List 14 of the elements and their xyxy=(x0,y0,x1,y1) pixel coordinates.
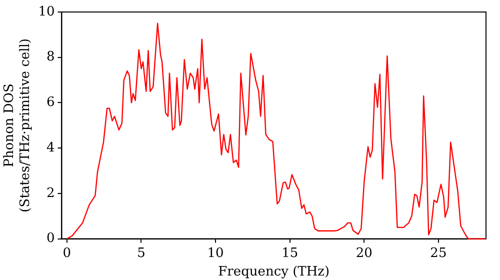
y-tick-label: 4 xyxy=(46,140,55,156)
x-tick-label: 15 xyxy=(282,246,298,261)
x-axis-title: Frequency (THz) xyxy=(218,264,330,280)
y-tick-label: 10 xyxy=(38,4,55,20)
y-tick-label: 2 xyxy=(46,186,55,201)
x-tick-label: 10 xyxy=(207,246,224,261)
x-tick-label: 20 xyxy=(356,246,372,261)
y-tick-label: 8 xyxy=(46,50,55,65)
x-tick-label: 5 xyxy=(137,246,146,261)
y-axis-title: Phonon DOS (States/THz·primitive cell) xyxy=(2,38,33,212)
x-tick-label: 0 xyxy=(62,246,72,261)
x-tick-label: 25 xyxy=(430,246,447,261)
y-tick-label: 0 xyxy=(46,231,55,246)
y-tick-label: 6 xyxy=(46,95,55,110)
